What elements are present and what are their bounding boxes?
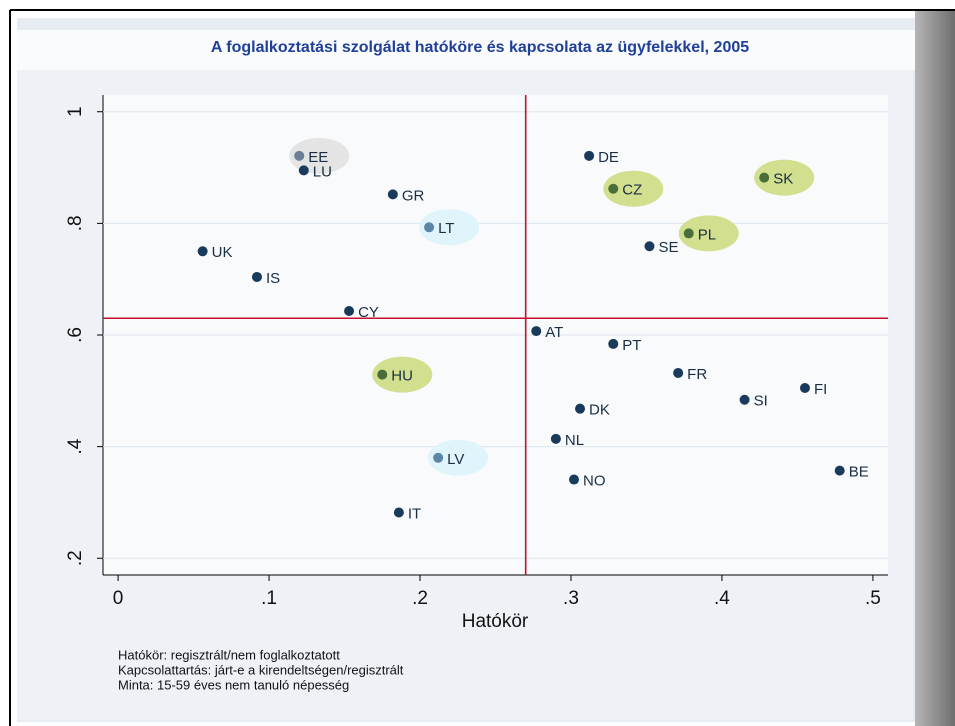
- point-label: LT: [438, 220, 454, 237]
- point: [393, 507, 404, 518]
- point: [608, 183, 619, 194]
- x-axis-title: Hatókör: [462, 611, 529, 632]
- point: [377, 369, 388, 380]
- point: [683, 228, 694, 239]
- y-tick-label: .8: [65, 215, 86, 231]
- point: [531, 326, 542, 337]
- point: [575, 403, 586, 414]
- x-tick-label: 0: [113, 588, 124, 609]
- point: [584, 150, 595, 161]
- point: [799, 383, 810, 394]
- x-tick-label: .1: [261, 588, 277, 609]
- highlight: [372, 356, 433, 393]
- point: [608, 338, 619, 349]
- x-tick-label: .4: [714, 588, 730, 609]
- point-label: PL: [698, 226, 716, 243]
- highlight: [603, 170, 664, 207]
- point-label: NO: [583, 473, 606, 490]
- x-tick-label: .5: [865, 588, 881, 609]
- title-band: [17, 30, 915, 70]
- point-label: IS: [266, 270, 280, 287]
- point-label: DE: [598, 149, 619, 166]
- point: [834, 465, 845, 476]
- point-label: FI: [814, 381, 827, 398]
- y-tick-label: .2: [65, 550, 86, 566]
- highlight: [428, 439, 489, 476]
- highlight: [419, 209, 480, 246]
- point-label: FR: [687, 366, 707, 383]
- point: [298, 165, 309, 176]
- point-label: UK: [212, 244, 233, 261]
- y-tick-label: .6: [65, 327, 86, 343]
- point: [550, 433, 561, 444]
- point-label: LU: [313, 163, 332, 180]
- point: [251, 271, 262, 282]
- point-label: SE: [658, 239, 678, 256]
- point: [644, 241, 655, 252]
- point: [433, 452, 444, 463]
- point: [759, 172, 770, 183]
- point: [197, 246, 208, 257]
- point-label: AT: [545, 324, 563, 341]
- point: [294, 150, 305, 161]
- x-tick-label: .3: [563, 588, 579, 609]
- point-label: SK: [773, 171, 793, 188]
- point-label: BE: [849, 464, 869, 481]
- highlight: [678, 215, 739, 252]
- point-label: GR: [402, 187, 425, 204]
- point: [569, 474, 579, 485]
- point-label: SI: [754, 393, 768, 410]
- point: [344, 306, 355, 316]
- note: Hatókör: regisztrált/nem foglalkoztatott: [118, 647, 340, 662]
- highlight: [754, 159, 815, 196]
- frame-side: [915, 10, 955, 726]
- point-label: EE: [308, 149, 328, 166]
- point: [673, 367, 684, 378]
- point-label: CZ: [622, 182, 642, 199]
- point-label: IT: [408, 505, 421, 522]
- x-tick-label: .2: [412, 588, 428, 609]
- point: [739, 394, 750, 405]
- note: Minta: 15-59 éves nem tanuló népesség: [118, 677, 349, 692]
- point-label: HU: [391, 368, 413, 385]
- point-label: NL: [565, 432, 584, 449]
- y-tick-label: 1: [65, 106, 86, 117]
- note: Kapcsolattartás: járt-e a kirendeltségen…: [118, 662, 404, 677]
- point-label: PT: [622, 337, 641, 354]
- point-label: DK: [589, 402, 610, 419]
- point: [424, 222, 435, 233]
- point-label: CY: [358, 304, 379, 321]
- point-label: LV: [447, 451, 464, 468]
- point: [387, 189, 398, 200]
- chart-title: A foglalkoztatási szolgálat hatóköre és …: [211, 39, 749, 56]
- y-tick-label: .4: [65, 438, 86, 454]
- highlight: [289, 137, 350, 174]
